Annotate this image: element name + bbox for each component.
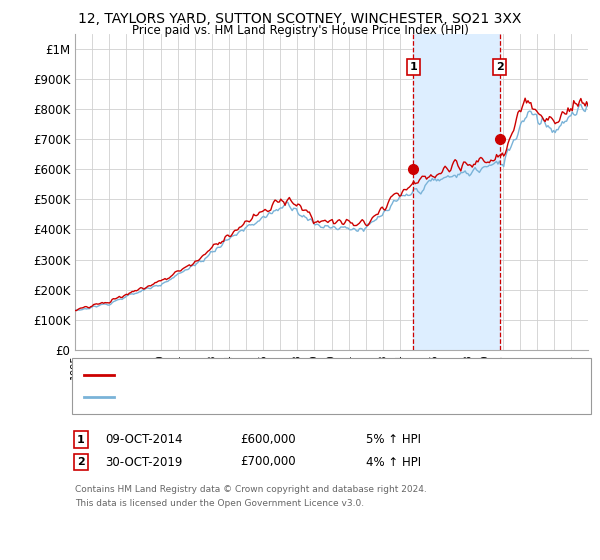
Text: 1: 1 bbox=[409, 62, 417, 72]
Text: 4% ↑ HPI: 4% ↑ HPI bbox=[366, 455, 421, 469]
Text: 12, TAYLORS YARD, SUTTON SCOTNEY, WINCHESTER, SO21 3XX (detached house): 12, TAYLORS YARD, SUTTON SCOTNEY, WINCHE… bbox=[120, 370, 547, 380]
Text: 09-OCT-2014: 09-OCT-2014 bbox=[105, 433, 182, 446]
Text: 30-OCT-2019: 30-OCT-2019 bbox=[105, 455, 182, 469]
Text: £700,000: £700,000 bbox=[240, 455, 296, 469]
Text: This data is licensed under the Open Government Licence v3.0.: This data is licensed under the Open Gov… bbox=[75, 500, 364, 508]
Text: Price paid vs. HM Land Registry's House Price Index (HPI): Price paid vs. HM Land Registry's House … bbox=[131, 24, 469, 36]
Text: 12, TAYLORS YARD, SUTTON SCOTNEY, WINCHESTER, SO21 3XX: 12, TAYLORS YARD, SUTTON SCOTNEY, WINCHE… bbox=[79, 12, 521, 26]
Text: Contains HM Land Registry data © Crown copyright and database right 2024.: Contains HM Land Registry data © Crown c… bbox=[75, 486, 427, 494]
Text: 1: 1 bbox=[77, 435, 85, 445]
Text: HPI: Average price, detached house, Winchester: HPI: Average price, detached house, Winc… bbox=[120, 393, 371, 403]
Text: 5% ↑ HPI: 5% ↑ HPI bbox=[366, 433, 421, 446]
Text: 2: 2 bbox=[496, 62, 503, 72]
Bar bbox=[413, 34, 500, 350]
Text: £600,000: £600,000 bbox=[240, 433, 296, 446]
Text: 2: 2 bbox=[77, 457, 85, 467]
